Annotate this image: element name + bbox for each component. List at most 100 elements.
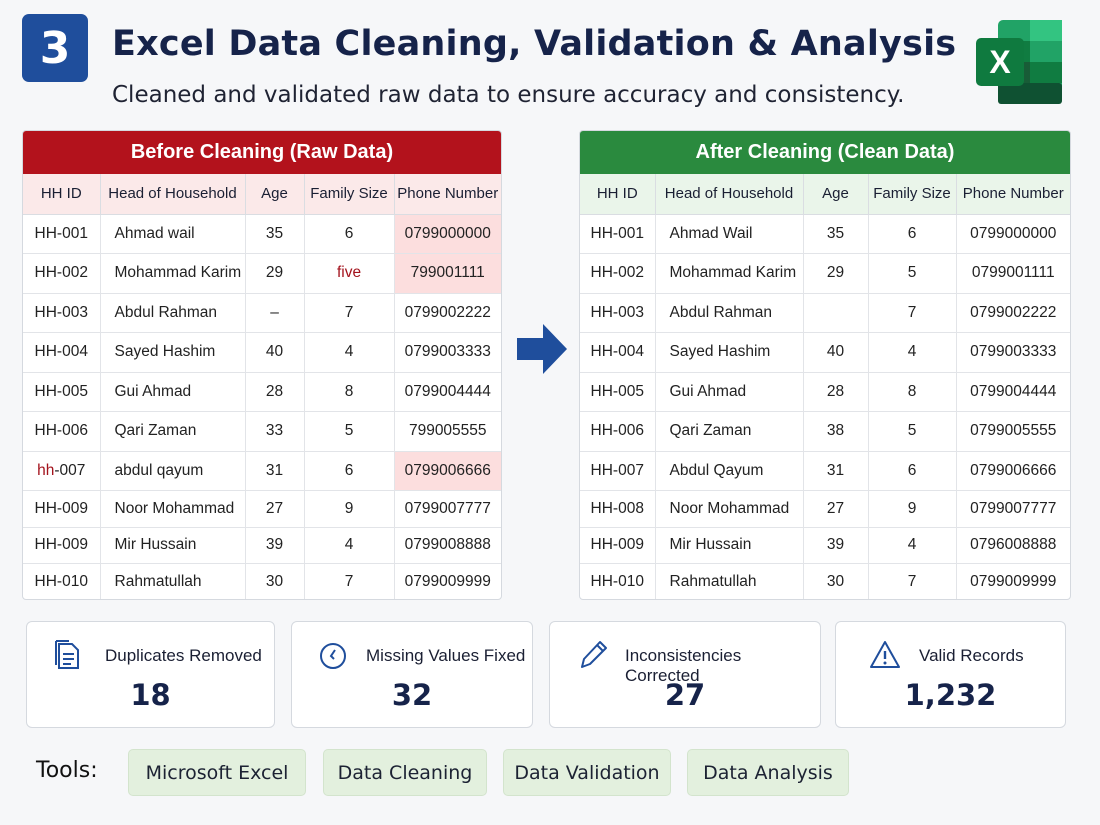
cell-age: 30 <box>803 563 869 599</box>
cell-phone: 0796008888 <box>956 527 1070 564</box>
cell-head: Abdul Qayum <box>655 451 804 491</box>
cell-age: 27 <box>803 490 869 528</box>
table-row: HH-003 Abdul Rahman 7 0799002222 <box>580 293 1070 333</box>
cell-phone-flagged: 0799006666 <box>394 451 501 491</box>
stat-value: 18 <box>130 678 171 712</box>
id-suffix: -007 <box>54 461 86 479</box>
cell-phone: 0799009999 <box>394 563 501 599</box>
tool-pill-excel: Microsoft Excel <box>128 749 306 796</box>
table-row: HH-006 Qari Zaman 33 5 799005555 <box>23 411 501 452</box>
table-row: HH-001 Ahmad wail 35 6 0799000000 <box>23 214 501 254</box>
cell-family-size: 6 <box>304 214 395 254</box>
cell-age: 29 <box>245 253 305 294</box>
clock-icon <box>320 643 346 669</box>
cell-head: abdul qayum <box>100 451 246 491</box>
arrow-right-icon <box>517 324 567 374</box>
stat-card-missing-values: Missing Values Fixed 32 <box>291 621 533 728</box>
tool-pill-data-validation: Data Validation <box>503 749 671 796</box>
table-row: HH-009 Mir Hussain 39 4 0796008888 <box>580 527 1070 564</box>
cell-family-size: 7 <box>304 563 395 599</box>
cell-family-size-error: five <box>304 253 395 294</box>
cell-hh-id: HH-003 <box>580 293 656 333</box>
cell-head: Ahmad wail <box>100 214 246 254</box>
cell-phone: 0799007777 <box>956 490 1070 528</box>
table-row: HH-009 Noor Mohammad 27 9 0799007777 <box>23 490 501 528</box>
cell-age: 28 <box>803 372 869 412</box>
cell-age: 29 <box>803 253 869 294</box>
column-header-hh-id: HH ID <box>23 174 101 215</box>
stat-label: Duplicates Removed <box>105 646 262 665</box>
cell-family-size: 6 <box>868 451 957 491</box>
clean-data-table: HH ID Head of Household Age Family Size … <box>580 174 1070 599</box>
table-row: HH-005 Gui Ahmad 28 8 0799004444 <box>23 372 501 412</box>
stat-value: 32 <box>391 678 433 712</box>
cell-hh-id: HH-005 <box>23 372 101 412</box>
stat-value: 27 <box>664 678 706 712</box>
cell-head: Gui Ahmad <box>655 372 804 412</box>
cell-age-missing: – <box>245 293 305 333</box>
cell-head: Abdul Rahman <box>100 293 246 333</box>
cell-age: 33 <box>245 411 305 452</box>
cell-head: Mir Hussain <box>655 527 804 564</box>
cell-hh-id: HH-007 <box>580 451 656 491</box>
cell-age: 28 <box>245 372 305 412</box>
cell-head: Noor Mohammad <box>655 490 804 528</box>
cell-hh-id: HH-009 <box>580 527 656 564</box>
cell-head: Qari Zaman <box>655 411 804 452</box>
cell-phone-flagged: 799001111 <box>394 253 501 294</box>
after-panel-title: After Cleaning (Clean Data) <box>580 131 1070 174</box>
page-title: Excel Data Cleaning, Validation & Analys… <box>112 24 957 64</box>
stat-label: Missing Values Fixed <box>366 646 526 665</box>
cell-age: 31 <box>803 451 869 491</box>
id-lowercase-prefix: hh <box>37 461 55 479</box>
cell-hh-id: HH-006 <box>23 411 101 452</box>
stat-card-inconsistencies: Inconsistencies Corrected 27 <box>549 621 821 728</box>
cell-head: Mohammad Karim <box>100 253 246 294</box>
cell-hh-id: HH-005 <box>580 372 656 412</box>
cell-family-size: 4 <box>304 332 395 373</box>
cell-phone: 0799002222 <box>394 293 501 333</box>
cell-age: 35 <box>245 214 305 254</box>
cell-age: 30 <box>245 563 305 599</box>
cell-family-size: 6 <box>304 451 395 491</box>
table-row: HH-010 Rahmatullah 30 7 0799009999 <box>580 563 1070 599</box>
cell-phone: 0799009999 <box>956 563 1070 599</box>
cell-head: Sayed Hashim <box>655 332 804 373</box>
column-header-phone: Phone Number <box>956 174 1070 215</box>
tool-pill-data-analysis: Data Analysis <box>687 749 849 796</box>
cell-family-size: 7 <box>868 293 957 333</box>
column-header-age: Age <box>245 174 305 215</box>
cell-hh-id: HH-002 <box>23 253 101 294</box>
cell-family-size: 5 <box>868 411 957 452</box>
cell-family-size: 9 <box>868 490 957 528</box>
cell-head: Abdul Rahman <box>655 293 804 333</box>
cell-phone: 0799004444 <box>956 372 1070 412</box>
cell-phone: 0799004444 <box>394 372 501 412</box>
cell-phone: 0799006666 <box>956 451 1070 491</box>
table-row: HH-004 Sayed Hashim 40 4 0799003333 <box>23 332 501 373</box>
cell-family-size: 5 <box>304 411 395 452</box>
table-row: HH-006 Qari Zaman 38 5 0799005555 <box>580 411 1070 452</box>
cell-hh-id: HH-001 <box>23 214 101 254</box>
cell-phone: 0799001111 <box>956 253 1070 294</box>
cell-hh-id: HH-004 <box>23 332 101 373</box>
cell-head: Mohammad Karim <box>655 253 804 294</box>
pencil-icon <box>581 641 607 668</box>
column-header-head: Head of Household <box>100 174 246 215</box>
cell-family-size: 4 <box>304 527 395 564</box>
table-row: HH-007 Abdul Qayum 31 6 0799006666 <box>580 451 1070 491</box>
column-header-age: Age <box>803 174 869 215</box>
before-panel-title: Before Cleaning (Raw Data) <box>23 131 501 174</box>
cell-head: Gui Ahmad <box>100 372 246 412</box>
column-header-phone: Phone Number <box>394 174 501 215</box>
excel-logo-letter: X <box>989 44 1011 80</box>
cell-phone-flagged: 0799000000 <box>394 214 501 254</box>
stat-label: Valid Records <box>919 646 1024 665</box>
cell-phone: 0799003333 <box>956 332 1070 373</box>
cell-hh-id: HH-010 <box>580 563 656 599</box>
cell-age: 27 <box>245 490 305 528</box>
cell-family-size: 8 <box>868 372 957 412</box>
cell-head: Qari Zaman <box>100 411 246 452</box>
cell-family-size: 6 <box>868 214 957 254</box>
table-header-row: HH ID Head of Household Age Family Size … <box>23 174 501 215</box>
